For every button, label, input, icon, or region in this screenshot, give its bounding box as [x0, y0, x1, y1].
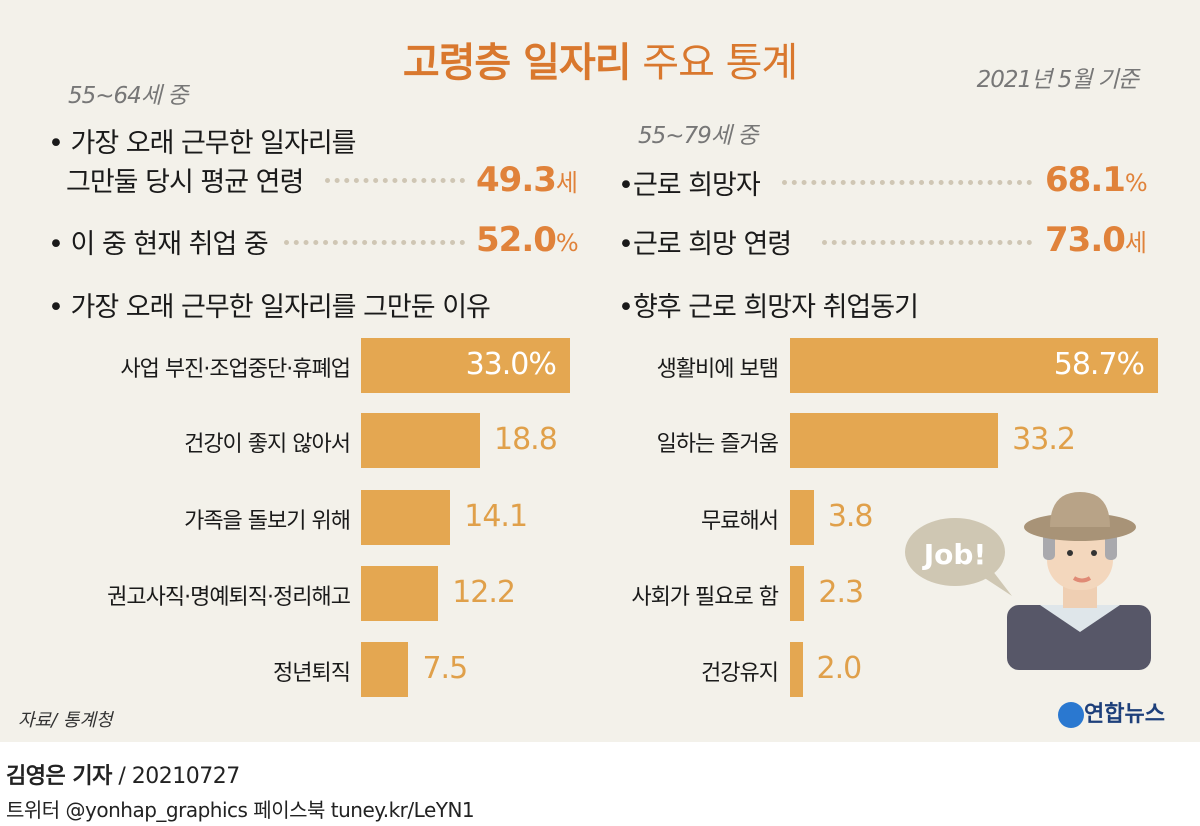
- yonhap-logo: 연합뉴스: [1058, 696, 1165, 728]
- bar: [790, 413, 999, 468]
- bar-category-label: 무료해서: [701, 509, 779, 534]
- right-chart-heading: •향후 근로 희망자 취업동기: [618, 292, 919, 323]
- bar-value-label: 2.3: [818, 575, 864, 610]
- bar-value-label: 14.1: [464, 499, 528, 534]
- bar: [361, 338, 570, 393]
- leader-dots: [782, 180, 1032, 185]
- infographic-panel: 고령층 일자리 주요 통계 2021년 5월 기준 55~64세 중 • 가장 …: [0, 0, 1200, 742]
- bar: [361, 642, 409, 697]
- bar-category-label: 사회가 필요로 함: [631, 585, 779, 610]
- bar-value-label: 3.8: [827, 499, 874, 534]
- leader-dots: [325, 178, 465, 183]
- bar-category-label: 권고사직·명예퇴직·정리해고: [107, 585, 351, 610]
- left-chart-heading: • 가장 오래 근무한 일자리를 그만둔 이유: [48, 292, 491, 323]
- byline: 김영은 기자 / 20210727: [6, 764, 240, 789]
- right-stat-1-value: 68.1%: [1045, 160, 1148, 200]
- left-group-label: 55~64세 중: [68, 83, 188, 109]
- elderly-man-illustration: Job!: [905, 492, 1151, 670]
- bar-value-label: 7.5: [422, 651, 468, 686]
- date-note: 2021년 5월 기준: [976, 67, 1139, 93]
- bar-category-label: 건강유지: [701, 661, 779, 686]
- left-stat-2-label: • 이 중 현재 취업 중: [48, 229, 269, 260]
- right-group-label: 55~79세 중: [638, 123, 758, 149]
- bar-value-label: 2.0: [816, 651, 863, 686]
- leader-dots: [822, 240, 1032, 245]
- left-stat-1-value: 49.3세: [476, 160, 578, 200]
- bar: [790, 566, 805, 621]
- bar-value-label: 33.0%: [465, 347, 557, 382]
- bar: [790, 490, 814, 545]
- left-stat-2-value: 52.0%: [476, 220, 579, 260]
- left-stat-1-label: • 가장 오래 근무한 일자리를: [48, 128, 357, 159]
- logo-text: 연합뉴스: [1084, 702, 1165, 727]
- bar: [790, 642, 803, 697]
- bar: [361, 566, 439, 621]
- bar-category-label: 가족을 돌보기 위해: [184, 509, 351, 534]
- bar-value-label: 18.8: [494, 422, 558, 457]
- source-note: 자료/ 통계청: [18, 710, 113, 731]
- bar-value-label: 33.2: [1012, 422, 1076, 457]
- right-stat-2-label: •근로 희망 연령: [618, 229, 792, 260]
- yonhap-logo-icon: [1058, 702, 1084, 728]
- bar-category-label: 사업 부진·조업중단·휴폐업: [120, 357, 351, 382]
- right-stat-2-value: 73.0세: [1045, 220, 1147, 260]
- bar-category-label: 건강이 좋지 않아서: [184, 432, 351, 457]
- bar-category-label: 일하는 즐거움: [656, 432, 779, 457]
- bar-value-label: 12.2: [452, 575, 516, 610]
- speech-bubble-icon: [905, 518, 1005, 586]
- bar-category-label: 정년퇴직: [273, 661, 351, 686]
- bar-category-label: 생활비에 보탬: [656, 357, 779, 382]
- right-stat-1-label: •근로 희망자: [618, 170, 761, 201]
- page-title: 고령층 일자리 주요 통계: [402, 40, 798, 86]
- left-stat-1-label-2: 그만둘 당시 평균 연령: [66, 167, 304, 198]
- bar: [361, 413, 480, 468]
- leader-dots: [284, 240, 465, 245]
- bar: [361, 490, 451, 545]
- social-links: 트위터 @yonhap_graphics 페이스북 tuney.kr/LeYN1: [6, 798, 475, 822]
- bar-value-label: 58.7%: [1053, 347, 1145, 382]
- speech-bubble-text: Job!: [922, 538, 986, 571]
- bar: [790, 338, 1159, 393]
